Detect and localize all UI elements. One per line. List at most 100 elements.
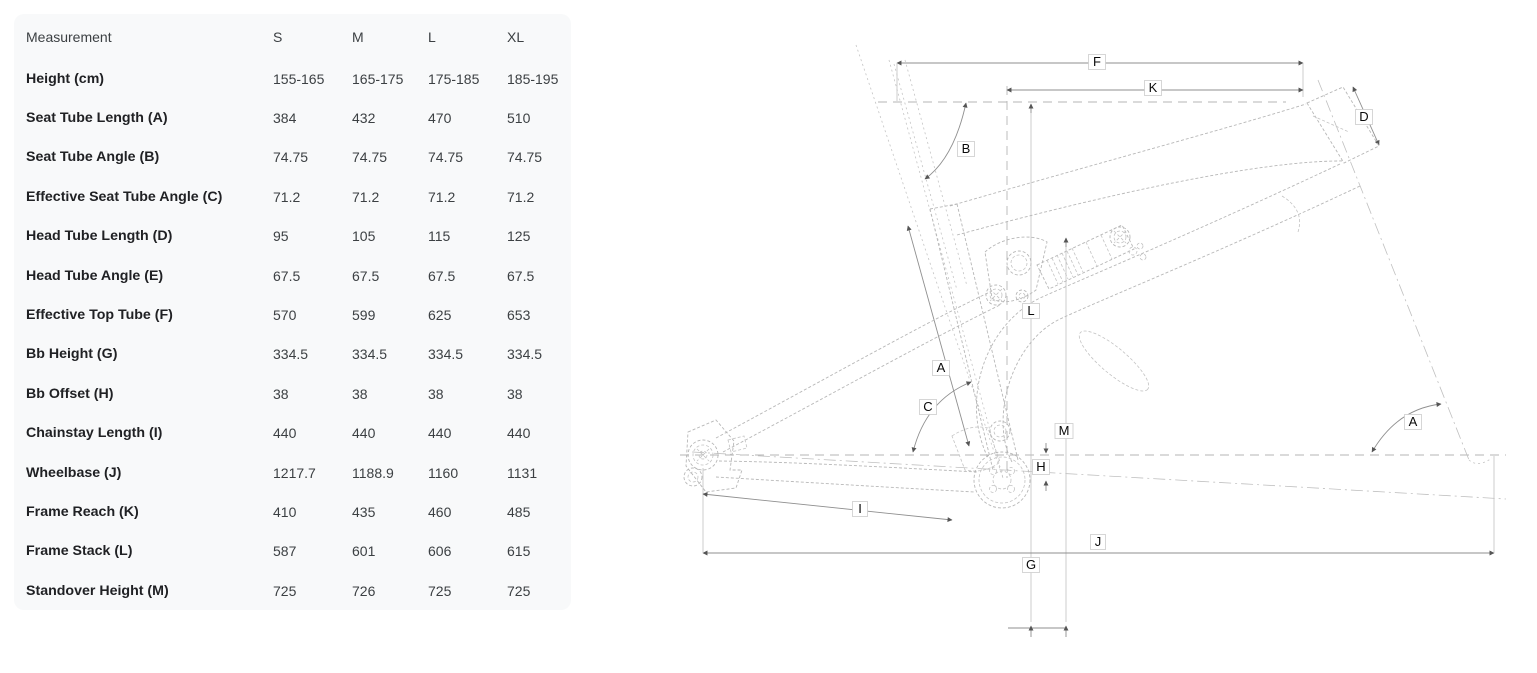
geometry-table-header: Measurement S M L XL [26,14,571,59]
bike-frame-diagram-svg: F K B D L A C M [680,44,1507,637]
measurement-label: Standover Height (M) [26,582,169,599]
table-row: Seat Tube Angle (B) 74.75 74.75 74.75 74… [26,138,571,177]
table-row: Frame Stack (L) 587 601 606 615 [26,532,571,571]
value-l: 460 [428,503,452,520]
value-xl: 74.75 [507,149,543,166]
svg-text:K: K [1149,80,1158,95]
geometry-table-body: Height (cm) 155-165 165-175 175-185 185-… [26,59,571,610]
table-row: Bb Offset (H) 38 38 38 38 [26,374,571,413]
table-row: Chainstay Length (I) 440 440 440 440 [26,414,571,453]
value-m: 599 [352,307,376,324]
value-s: 587 [273,543,297,560]
svg-text:H: H [1036,459,1045,474]
svg-text:G: G [1026,557,1036,572]
column-header-m: M [352,28,364,45]
measurement-label: Effective Top Tube (F) [26,307,173,324]
value-l: 74.75 [428,149,464,166]
column-header-l: L [428,28,436,45]
column-header-xl: XL [507,28,525,45]
measurement-label: Bb Height (G) [26,346,118,363]
measurement-label: Frame Stack (L) [26,543,133,560]
svg-text:J: J [1095,534,1102,549]
measurement-label: Height (cm) [26,70,105,87]
value-l: 67.5 [428,267,456,284]
value-m: 74.75 [352,149,388,166]
value-xl: 725 [507,582,531,599]
value-s: 67.5 [273,267,301,284]
value-l: 440 [428,425,452,442]
value-s: 570 [273,307,297,324]
svg-text:I: I [858,501,862,516]
value-l: 115 [428,228,451,245]
value-m: 165-175 [352,70,404,87]
value-s: 74.75 [273,149,309,166]
column-header-measurement: Measurement [26,28,112,45]
value-m: 726 [352,582,376,599]
value-xl: 67.5 [507,267,535,284]
geometry-diagram: F K B D L A C M [660,0,1537,673]
value-xl: 185-195 [507,70,559,87]
value-s: 410 [273,503,297,520]
value-xl: 510 [507,110,531,127]
svg-text:A: A [937,360,946,375]
svg-text:M: M [1059,423,1070,438]
value-m: 432 [352,110,376,127]
value-xl: 440 [507,425,531,442]
table-row: Height (cm) 155-165 165-175 175-185 185-… [26,59,571,98]
value-l: 625 [428,307,452,324]
measurement-label: Seat Tube Angle (B) [26,149,160,166]
value-s: 155-165 [273,70,325,87]
value-l: 725 [428,582,452,599]
table-row: Seat Tube Length (A) 384 432 470 510 [26,98,571,137]
label-seat-tube-length: A [932,360,950,376]
svg-text:L: L [1027,303,1034,318]
value-s: 384 [273,110,297,127]
measurement-label: Seat Tube Length (A) [26,110,168,127]
svg-text:D: D [1359,109,1368,124]
value-s: 440 [273,425,297,442]
label-frame-reach: K [1144,80,1162,96]
label-head-tube-length: D [1355,109,1373,125]
table-row: Effective Top Tube (F) 570 599 625 653 [26,295,571,334]
value-s: 725 [273,582,297,599]
value-s: 71.2 [273,188,301,205]
value-s: 95 [273,228,289,245]
value-l: 334.5 [428,346,464,363]
svg-text:B: B [962,141,971,156]
value-s: 38 [273,385,289,402]
value-m: 601 [352,543,376,560]
value-l: 1160 [428,464,459,481]
table-row: Bb Height (G) 334.5 334.5 334.5 334.5 [26,335,571,374]
label-chainstay-length: I [852,501,868,517]
value-xl: 615 [507,543,531,560]
value-xl: 334.5 [507,346,543,363]
measurement-label: Chainstay Length (I) [26,425,163,442]
value-l: 71.2 [428,188,456,205]
svg-text:F: F [1093,54,1101,69]
value-xl: 485 [507,503,531,520]
label-head-tube-angle: A [1404,414,1422,430]
measurement-label: Effective Seat Tube Angle (C) [26,188,223,205]
value-l: 606 [428,543,452,560]
dimension-lines [702,60,1495,637]
measurement-label: Bb Offset (H) [26,385,114,402]
svg-text:C: C [923,399,932,414]
value-xl: 1131 [507,464,538,481]
value-m: 67.5 [352,267,380,284]
value-xl: 125 [507,228,531,245]
value-s: 1217.7 [273,464,316,481]
value-m: 1188.9 [352,464,394,481]
label-effective-seat-tube-angle: C [919,399,937,415]
measurement-label: Head Tube Angle (E) [26,267,164,284]
table-row: Standover Height (M) 725 726 725 725 [26,571,571,610]
measurement-label: Wheelbase (J) [26,464,122,481]
label-seat-tube-angle: B [957,141,975,157]
value-m: 435 [352,503,376,520]
label-effective-top-tube: F [1088,54,1106,70]
table-row: Frame Reach (K) 410 435 460 485 [26,492,571,531]
table-row: Head Tube Length (D) 95 105 115 125 [26,217,571,256]
label-bb-height: G [1022,557,1040,573]
value-m: 105 [352,228,376,245]
geometry-table: Measurement S M L XL Height (cm) 155-165… [14,14,571,610]
